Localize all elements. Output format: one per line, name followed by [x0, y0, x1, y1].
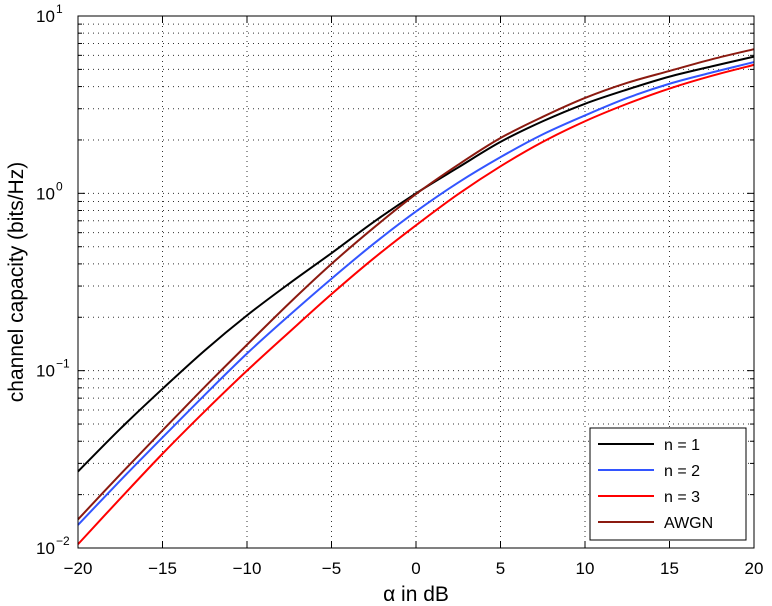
series-line-n-2 — [77, 61, 755, 526]
y-tick-exponent: −2 — [56, 534, 70, 548]
x-tick-label: −20 — [64, 559, 93, 578]
legend-label: n = 2 — [664, 463, 700, 480]
legend-label: AWGN — [664, 515, 713, 532]
y-tick-exponent: −1 — [56, 357, 70, 371]
y-tick-label: 10 — [36, 539, 55, 558]
y-tick-exponent: 0 — [56, 179, 63, 193]
y-tick-label: 10 — [36, 362, 55, 381]
x-tick-labels: −20 −15 −10 −5 0 5 10 15 20 — [64, 559, 764, 578]
y-tick-exponent: 1 — [56, 2, 63, 16]
x-tick-label: 10 — [576, 559, 595, 578]
series-line-awgn — [77, 48, 755, 521]
axis-ticks — [77, 15, 755, 549]
y-tick-label: 10 — [36, 184, 55, 203]
series-line-n-3 — [77, 63, 755, 545]
x-axis-label: α in dB — [383, 583, 449, 606]
x-tick-label: 0 — [411, 559, 420, 578]
grid — [78, 16, 754, 548]
y-tick-label: 10 — [36, 7, 55, 26]
x-tick-label: 15 — [660, 559, 679, 578]
series-lines — [77, 48, 755, 545]
legend-label: n = 1 — [664, 437, 700, 454]
x-tick-label: −15 — [148, 559, 177, 578]
y-axis-label: channel capacity (bits/Hz) — [5, 162, 28, 402]
x-tick-label: 20 — [745, 559, 764, 578]
legend-label: n = 3 — [664, 489, 700, 506]
legend: n = 1 n = 2 n = 3 AWGN — [589, 427, 747, 541]
x-tick-label: −5 — [322, 559, 341, 578]
x-tick-label: 5 — [496, 559, 505, 578]
x-tick-label: −10 — [233, 559, 262, 578]
